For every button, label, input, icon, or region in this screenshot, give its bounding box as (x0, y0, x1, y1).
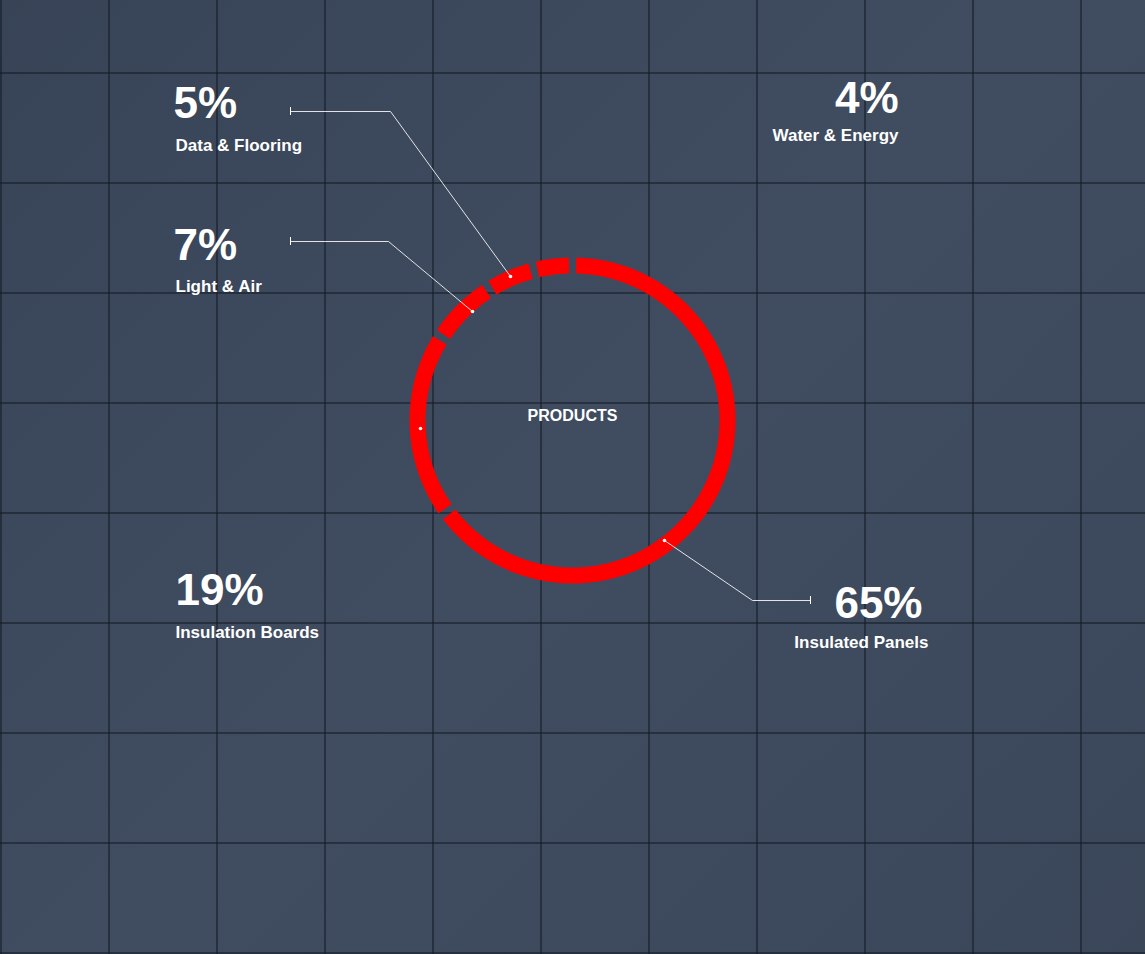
svg-text:Insulated Panels: Insulated Panels (794, 633, 928, 652)
svg-text:Water & Energy: Water & Energy (773, 126, 900, 145)
svg-text:4%: 4% (835, 73, 899, 122)
svg-text:65%: 65% (834, 578, 922, 627)
svg-text:Insulation Boards: Insulation Boards (176, 623, 320, 642)
svg-text:19%: 19% (176, 565, 264, 614)
svg-text:PRODUCTS: PRODUCTS (528, 407, 618, 424)
svg-text:7%: 7% (174, 220, 238, 269)
svg-text:Data & Flooring: Data & Flooring (176, 136, 303, 155)
svg-text:5%: 5% (174, 78, 238, 127)
svg-text:Light & Air: Light & Air (176, 277, 263, 296)
